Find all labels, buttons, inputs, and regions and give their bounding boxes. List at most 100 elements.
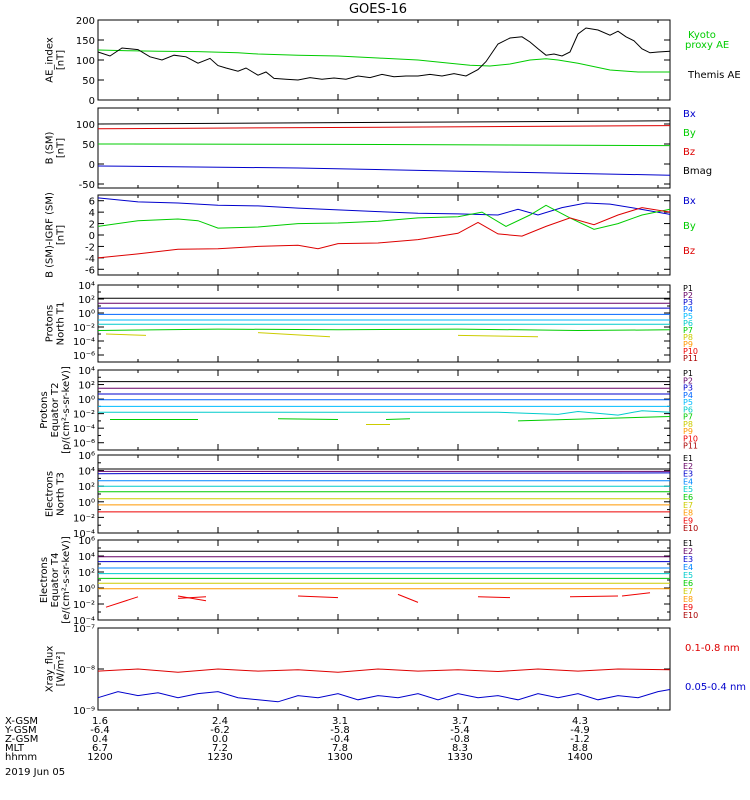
y-tick-label: 200 — [76, 16, 95, 27]
y-tick-label: 50 — [82, 140, 95, 151]
y-axis-label: Protons — [45, 305, 56, 342]
y-tick-label: 10⁻⁴ — [73, 337, 95, 348]
ephemeris-row-label: hhmm — [5, 752, 37, 763]
y-tick-label: 10⁴ — [78, 552, 95, 563]
y-tick-label: 6 — [89, 197, 95, 208]
series-line-0-05-0-4-nm — [97, 689, 671, 703]
series-segment-e9 — [477, 596, 511, 599]
legend-entry: P5 — [683, 312, 693, 321]
panel-frame — [97, 194, 671, 276]
series-segment-e9 — [177, 595, 207, 602]
legend-entry: P3 — [683, 298, 693, 307]
ephemeris-value: 1330 — [447, 752, 472, 763]
y-tick-label: 100 — [76, 120, 95, 131]
legend-entry: Kyoto — [688, 30, 716, 41]
y-axis-label: Xray_flux — [45, 646, 56, 693]
y-tick-label: 10⁰ — [78, 309, 95, 320]
series-line-bx — [97, 197, 671, 216]
ephemeris-value: 0.4 — [92, 734, 108, 745]
legend-entry: P7 — [683, 413, 693, 422]
y-tick-label: 2 — [89, 220, 95, 231]
y-tick-label: 10⁻² — [73, 323, 95, 334]
series-segment-e9 — [569, 595, 619, 598]
legend-entry: E5 — [683, 571, 693, 580]
series-line-bz — [97, 207, 671, 259]
legend-entry: E5 — [683, 485, 693, 494]
y-tick-label: 50 — [82, 76, 95, 87]
legend-entry: P10 — [683, 434, 698, 443]
ephemeris-value: 7.2 — [212, 743, 228, 754]
ephemeris-row-label: X-GSM — [5, 716, 38, 727]
y-tick-label: 10⁻² — [73, 410, 95, 421]
y-axis-label: Equator T2 — [50, 383, 61, 438]
ephemeris-value: -0.8 — [450, 734, 470, 745]
legend-entry: E9 — [683, 516, 693, 525]
series-segment-e9 — [177, 596, 207, 599]
y-tick-label: -4 — [85, 254, 95, 265]
legend-entry: E3 — [683, 470, 693, 479]
series-line-themis-ae — [97, 27, 671, 81]
series-line-p7 — [97, 328, 671, 332]
ephemeris-value: 3.7 — [452, 716, 468, 727]
ephemeris-value: -1.2 — [570, 734, 590, 745]
legend-entry: P9 — [683, 340, 693, 349]
series-line-by — [97, 143, 671, 147]
series-line-bx — [97, 165, 671, 176]
legend-entry: P5 — [683, 398, 693, 407]
ephemeris-value: -0.4 — [330, 734, 350, 745]
legend-entry: E6 — [683, 493, 693, 502]
legend-entry: P2 — [683, 291, 693, 300]
ephemeris-value: -5.8 — [330, 725, 350, 736]
series-segment-e9 — [105, 596, 139, 608]
y-tick-label: 4 — [89, 208, 95, 219]
y-axis-label: B (SM) — [45, 131, 56, 164]
ephemeris-value: 1400 — [567, 752, 592, 763]
y-tick-label: 10⁶ — [78, 536, 95, 547]
series-segment-p7 — [277, 418, 339, 420]
ephemeris-value: 1.6 — [92, 716, 108, 727]
series-segment-e9 — [397, 593, 419, 603]
legend-entry: P11 — [683, 442, 698, 451]
series-line-bz — [97, 125, 671, 130]
legend-entry: P9 — [683, 427, 693, 436]
ephemeris-value: 7.8 — [332, 743, 348, 754]
y-axis-label: Electrons — [45, 471, 56, 517]
legend-entry: E8 — [683, 509, 693, 518]
legend-entry: E3 — [683, 555, 693, 564]
y-tick-label: 10⁻² — [73, 513, 95, 524]
y-axis-label: [W/m²] — [56, 651, 67, 686]
y-axis-label: Equator T4 — [50, 553, 61, 608]
y-tick-label: 0 — [89, 160, 95, 171]
legend-entry: P6 — [683, 319, 693, 328]
panel-frame — [97, 454, 671, 534]
y-tick-label: 0 — [89, 231, 95, 242]
legend-entry: P1 — [683, 369, 693, 378]
series-line-e3 — [97, 472, 671, 475]
y-tick-label: 10⁴ — [78, 366, 95, 377]
legend-entry: P4 — [683, 305, 693, 314]
legend-entry: E1 — [683, 539, 693, 548]
series-line-kyoto-proxy-ae — [97, 49, 670, 73]
ephemeris-value: -6.4 — [90, 725, 110, 736]
legend-entry: 0.1-0.8 nm — [685, 643, 740, 654]
panel-8: 10⁻⁹ 10⁻⁸ 10⁻⁷ Xray_flux [W/m²] 0.1-0.8 nm 0.0… — [45, 624, 747, 717]
y-tick-label: 10² — [78, 482, 95, 493]
ephemeris-value: 1300 — [327, 752, 352, 763]
legend-entry: P10 — [683, 347, 698, 356]
legend-entry: Bx — [683, 109, 696, 120]
ephemeris-value: 1230 — [207, 752, 232, 763]
y-axis-label: North T1 — [56, 302, 67, 346]
y-axis-label: [e/(cm²-s-sr-keV)] — [61, 536, 72, 624]
y-tick-label: 10⁶ — [78, 451, 95, 462]
y-tick-label: 10⁴ — [78, 467, 95, 478]
y-tick-label: 10⁴ — [78, 281, 95, 292]
y-axis-label: AE_index — [45, 37, 56, 83]
series-segment-p8 — [105, 333, 147, 336]
series-line-by — [97, 204, 671, 230]
y-tick-label: 10² — [78, 381, 95, 392]
y-tick-label: 10⁻⁴ — [73, 616, 95, 627]
